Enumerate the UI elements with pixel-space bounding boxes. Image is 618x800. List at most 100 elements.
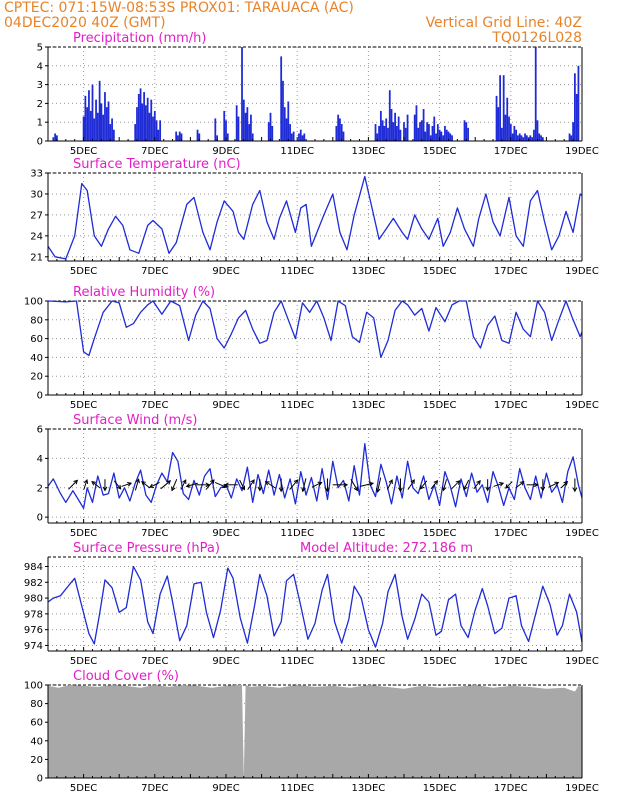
precip-bar bbox=[376, 133, 379, 141]
precip-bar bbox=[143, 92, 146, 141]
wind-arrow bbox=[160, 480, 172, 490]
wind-arrow-shaft bbox=[149, 481, 160, 488]
precip-bar bbox=[303, 133, 306, 141]
series-line bbox=[47, 300, 583, 359]
y-tick-label: 27 bbox=[30, 210, 43, 221]
wind-arrow bbox=[171, 479, 178, 492]
wind-arrow bbox=[463, 479, 470, 491]
wind-arrow-head bbox=[419, 484, 425, 490]
y-tick-label: 20 bbox=[30, 372, 43, 383]
precip-bar bbox=[424, 131, 427, 141]
wind-arrow-shaft bbox=[186, 482, 198, 487]
precip-bar bbox=[290, 133, 293, 141]
wind-arrow-head bbox=[534, 482, 539, 488]
wind-arrow bbox=[515, 480, 525, 489]
wind-arrow-head bbox=[375, 488, 381, 494]
x-tick-label: 15DEC bbox=[423, 266, 457, 277]
panel-title: Surface Wind (m/s) bbox=[73, 413, 197, 428]
precip-bar bbox=[378, 125, 380, 141]
wind-arrow bbox=[311, 481, 323, 488]
wind-arrow-shaft bbox=[134, 479, 140, 491]
x-tick-label: 7DEC bbox=[141, 146, 168, 157]
x-tick-label: 11DEC bbox=[280, 528, 314, 539]
x-tick-label: 17DEC bbox=[494, 528, 528, 539]
wind-arrow bbox=[223, 482, 238, 488]
precip-bar bbox=[84, 95, 87, 141]
wind-arrow-shaft bbox=[83, 479, 88, 490]
precip-bar bbox=[96, 112, 99, 141]
wind-arrow bbox=[332, 482, 349, 488]
x-tick-label: 9DEC bbox=[212, 783, 239, 794]
wind-arrow-head bbox=[182, 479, 187, 485]
precip-bar bbox=[248, 124, 251, 141]
precip-bar bbox=[467, 127, 469, 141]
precip-bar bbox=[504, 114, 507, 141]
wind-arrow bbox=[149, 481, 160, 488]
precip-bar bbox=[444, 125, 446, 141]
precip-bar bbox=[148, 112, 151, 141]
wind-arrow bbox=[505, 481, 513, 489]
precip-bar bbox=[157, 129, 160, 141]
wind-arrow bbox=[121, 482, 133, 487]
precip-bar bbox=[216, 135, 218, 141]
wind-arrow-head bbox=[519, 480, 525, 486]
wind-arrow-shaft bbox=[463, 479, 470, 490]
y-tick-label: 80 bbox=[30, 699, 43, 710]
precip-bar bbox=[226, 133, 229, 141]
precip-bar bbox=[198, 133, 201, 141]
wind-arrow-shaft bbox=[451, 480, 460, 490]
precip-bar bbox=[417, 127, 420, 141]
wind-arrow-head bbox=[223, 482, 229, 488]
wind-arrow bbox=[407, 479, 415, 490]
precip-bar bbox=[397, 116, 400, 141]
precip-bar bbox=[145, 105, 147, 141]
y-tick-label: 6 bbox=[37, 425, 43, 436]
wind-arrow-head bbox=[278, 487, 284, 493]
panel-title: Precipitation (mm/h) bbox=[73, 31, 206, 46]
x-tick-label: 5DEC bbox=[70, 783, 97, 794]
y-tick-label: 976 bbox=[24, 625, 43, 636]
y-tick-label: 20 bbox=[30, 755, 43, 766]
wind-arrow-head bbox=[171, 486, 176, 492]
precip-bar bbox=[242, 99, 245, 141]
precip-bar bbox=[506, 97, 509, 141]
wind-arrow-head bbox=[116, 484, 122, 490]
wind-arrow-shaft bbox=[302, 478, 307, 492]
precip-bar bbox=[403, 122, 405, 141]
precip-bar bbox=[509, 124, 512, 141]
y-tick-label: 21 bbox=[30, 252, 43, 263]
precip-bar bbox=[104, 92, 106, 141]
x-tick-label: 7DEC bbox=[141, 266, 168, 277]
precip-bar bbox=[339, 118, 341, 141]
precip-bar bbox=[289, 124, 291, 141]
precip-bar bbox=[575, 94, 578, 141]
y-tick-label: 974 bbox=[24, 641, 43, 652]
wind-arrow-shaft bbox=[205, 479, 215, 490]
y-tick-label: 24 bbox=[30, 231, 43, 242]
wind-arrow-head bbox=[476, 479, 481, 485]
precip-bar bbox=[495, 95, 498, 141]
precip-bar bbox=[107, 101, 110, 141]
precip-bar bbox=[531, 137, 534, 141]
y-tick-label: 33 bbox=[30, 169, 43, 180]
precip-bar bbox=[406, 114, 409, 141]
precip-bar bbox=[463, 120, 466, 141]
wind-arrow-head bbox=[343, 482, 349, 488]
x-tick-label: 7DEC bbox=[141, 656, 168, 667]
precip-bar bbox=[100, 103, 103, 141]
wind-arrow-head bbox=[73, 479, 79, 485]
x-tick-label: 13DEC bbox=[352, 656, 386, 667]
wind-arrow-head bbox=[369, 481, 375, 487]
wind-arrow-shaft bbox=[68, 480, 78, 490]
wind-arrow-shaft bbox=[360, 482, 374, 487]
wind-arrow-head bbox=[149, 483, 155, 488]
precip-bar bbox=[196, 129, 199, 141]
wind-arrow bbox=[540, 479, 546, 492]
series-line bbox=[47, 443, 583, 509]
precip-bar bbox=[237, 116, 240, 141]
precip-bar bbox=[395, 125, 398, 141]
precip-bar bbox=[442, 135, 445, 141]
y-tick-label: 60 bbox=[30, 334, 43, 345]
x-tick-label: 19DEC bbox=[565, 400, 599, 411]
